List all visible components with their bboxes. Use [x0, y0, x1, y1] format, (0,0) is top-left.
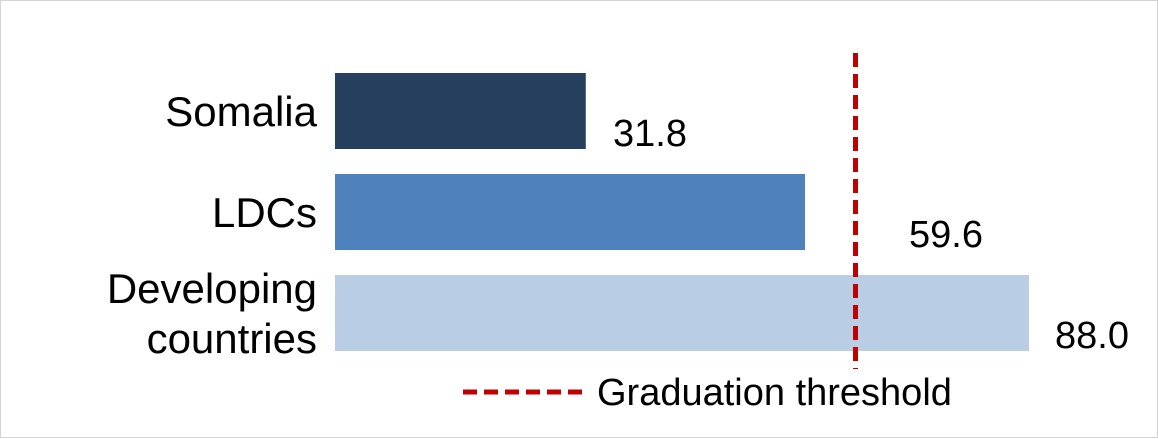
bar-developing-countries: [335, 275, 1029, 351]
value-labels: 31.8 59.6 88.0: [613, 113, 1129, 357]
category-label-somalia: Somalia: [165, 88, 317, 135]
bar-ldcs: [335, 174, 806, 250]
category-labels: Somalia LDCs Developing countries: [107, 88, 318, 362]
bars-layer: [335, 73, 1029, 351]
value-label-somalia: 31.8: [613, 113, 687, 155]
legend: Graduation threshold: [463, 372, 952, 414]
category-label-developing-countries: Developing countries: [107, 265, 317, 362]
legend-label-graduation-threshold: Graduation threshold: [597, 372, 952, 414]
value-label-ldcs: 59.6: [909, 214, 983, 256]
category-label-ldcs: LDCs: [212, 189, 317, 236]
value-label-developing-countries: 88.0: [1055, 315, 1129, 357]
bar-somalia: [335, 73, 586, 149]
